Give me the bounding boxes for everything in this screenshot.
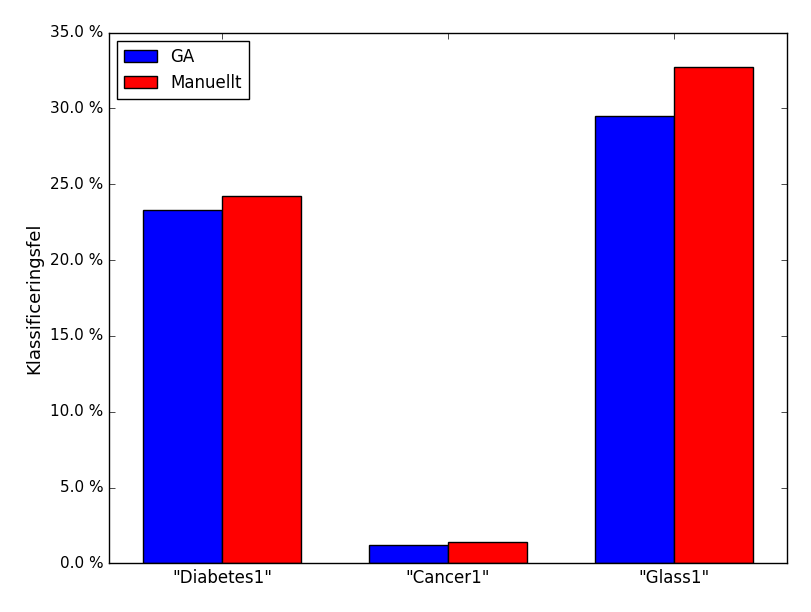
Bar [143, 210, 221, 564]
Bar [448, 542, 526, 564]
Bar [594, 116, 673, 564]
Bar [368, 545, 448, 564]
Legend: GA, Manuellt: GA, Manuellt [117, 41, 248, 99]
Bar [673, 67, 752, 564]
Y-axis label: Klassificeringsfel: Klassificeringsfel [25, 222, 43, 374]
Bar [221, 196, 301, 564]
